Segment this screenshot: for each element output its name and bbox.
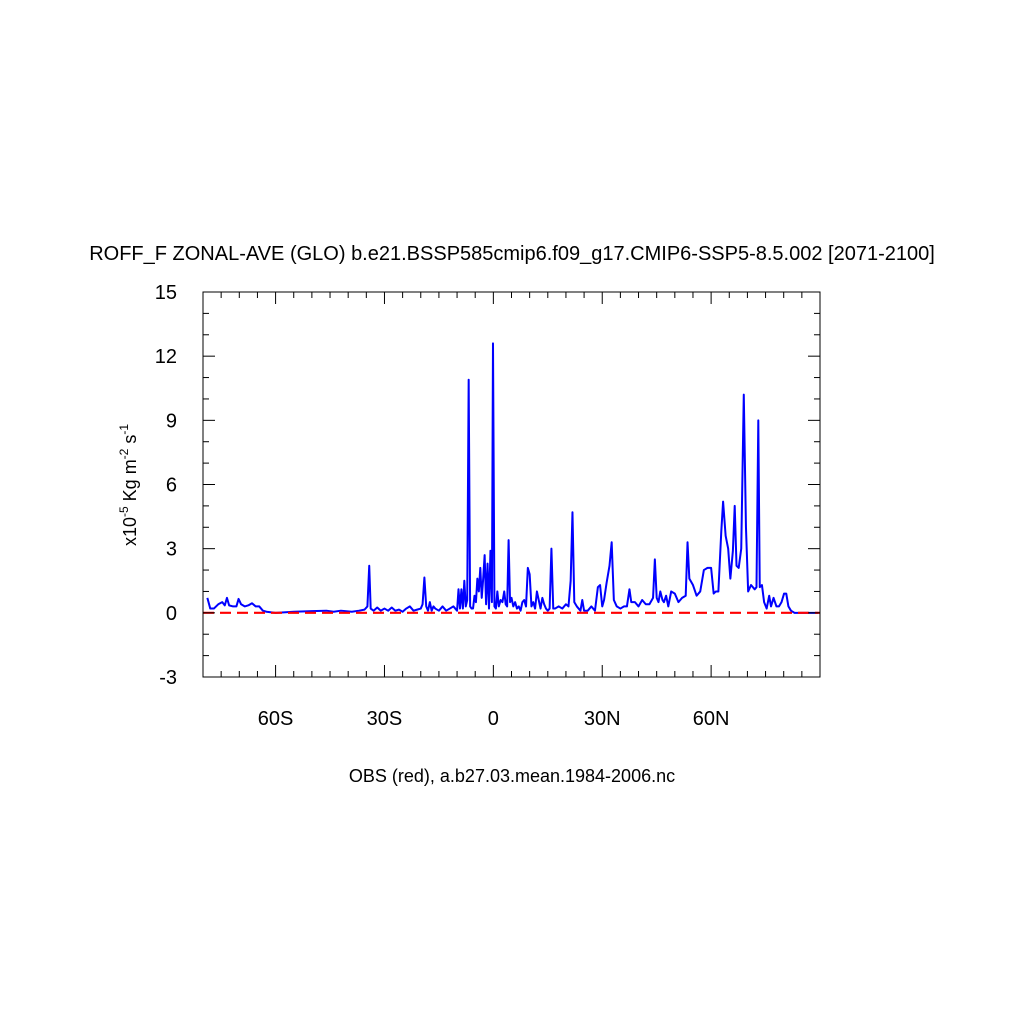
y-tick-label: 15 (155, 282, 177, 304)
x-tick-label: 0 (488, 708, 499, 730)
x-tick-label: 30N (584, 708, 621, 730)
y-tick-label: -3 (159, 667, 177, 689)
svg-text:x10-5 Kg m-2 s-1: x10-5 Kg m-2 s-1 (117, 424, 140, 546)
y-tick-label: 0 (166, 603, 177, 625)
x-axis-label: OBS (red), a.b27.03.mean.1984-2006.nc (349, 766, 675, 786)
x-tick-label: 60N (693, 708, 730, 730)
y-tick-label: 9 (166, 410, 177, 432)
y-tick-label: 3 (166, 539, 177, 561)
x-tick-label: 60S (258, 708, 294, 730)
y-tick-label: 12 (155, 346, 177, 368)
y-tick-label: 6 (166, 475, 177, 497)
chart-title: ROFF_F ZONAL-AVE (GLO) b.e21.BSSP585cmip… (89, 243, 935, 265)
x-tick-label: 30S (367, 708, 403, 730)
series-line-1 (206, 342, 819, 614)
plot-frame (202, 291, 821, 678)
y-axis-label: x10-5 Kg m-2 s-1 (117, 424, 140, 546)
